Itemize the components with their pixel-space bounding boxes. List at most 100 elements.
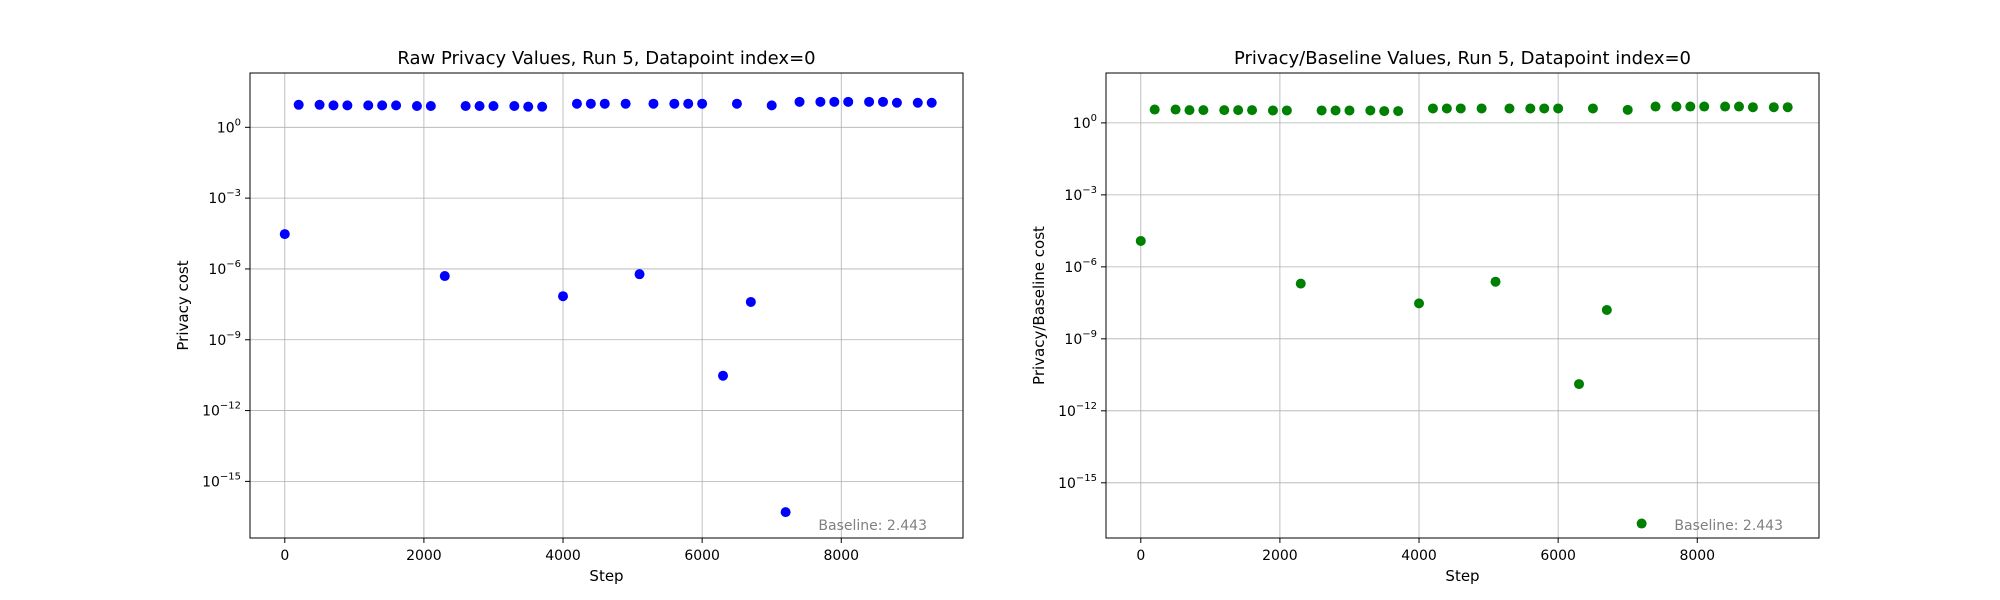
data-point xyxy=(1650,101,1661,112)
data-point xyxy=(669,98,680,109)
data-point xyxy=(780,507,791,518)
data-point xyxy=(648,98,659,109)
data-point xyxy=(1295,278,1306,289)
data-point xyxy=(1685,101,1696,112)
chart-title: Raw Privacy Values, Run 5, Datapoint ind… xyxy=(397,48,815,69)
data-point xyxy=(293,99,304,110)
y-tick-label: 10−9 xyxy=(1064,329,1097,348)
data-point xyxy=(425,100,436,111)
data-point xyxy=(1553,103,1564,114)
data-point xyxy=(537,101,548,112)
data-point xyxy=(571,98,582,109)
x-axis-label: Step xyxy=(1445,567,1479,585)
data-point xyxy=(377,100,388,111)
data-point xyxy=(1720,101,1731,112)
x-axis-label: Step xyxy=(589,567,623,585)
data-point xyxy=(864,96,875,107)
data-point xyxy=(1281,105,1292,116)
baseline-annotation: Baseline: 2.443 xyxy=(818,518,927,534)
chart-title: Privacy/Baseline Values, Run 5, Datapoin… xyxy=(1234,48,1691,69)
y-tick-label: 10−15 xyxy=(202,471,241,490)
data-point xyxy=(1587,103,1598,114)
data-point xyxy=(843,96,854,107)
y-tick-label: 10−3 xyxy=(208,188,241,207)
data-point xyxy=(1365,105,1376,116)
x-tick-label: 6000 xyxy=(1540,548,1576,564)
y-axis-label: Privacy cost xyxy=(174,260,192,350)
data-point xyxy=(1455,103,1466,114)
data-point xyxy=(1476,103,1487,114)
x-tick-label: 2000 xyxy=(1262,548,1298,564)
data-point xyxy=(1247,105,1258,116)
data-point xyxy=(1601,304,1612,315)
data-point xyxy=(439,271,450,282)
data-point xyxy=(1747,102,1758,113)
grid xyxy=(1106,73,1819,538)
y-tick-label: 100 xyxy=(1073,113,1097,132)
plot-frame xyxy=(1105,72,1820,539)
data-point xyxy=(1393,106,1404,117)
data-point xyxy=(1671,101,1682,112)
data-point xyxy=(1427,103,1438,114)
data-point xyxy=(1504,103,1515,114)
data-point xyxy=(1149,104,1160,115)
data-point xyxy=(523,101,534,112)
grid xyxy=(250,73,963,538)
data-point xyxy=(634,269,645,280)
chart-raw-privacy: Raw Privacy Values, Run 5, Datapoint ind… xyxy=(174,48,964,585)
x-tick-label: 0 xyxy=(280,548,289,564)
data-point xyxy=(718,370,729,381)
data-point xyxy=(1539,103,1550,114)
data-point xyxy=(585,98,596,109)
data-point xyxy=(1768,102,1779,113)
y-tick-label: 10−6 xyxy=(208,259,241,278)
data-point xyxy=(1219,105,1230,116)
data-point xyxy=(745,296,756,307)
data-point xyxy=(926,97,937,108)
data-point xyxy=(1330,105,1341,116)
data-point xyxy=(1135,235,1146,246)
y-tick-label: 100 xyxy=(217,117,241,136)
x-tick-label: 2000 xyxy=(406,548,442,564)
chart-privacy-baseline: Privacy/Baseline Values, Run 5, Datapoin… xyxy=(1030,48,1820,585)
data-point xyxy=(363,100,374,111)
x-tick-label: 4000 xyxy=(545,548,581,564)
data-point xyxy=(599,98,610,109)
data-point xyxy=(766,100,777,111)
data-point xyxy=(391,100,402,111)
data-point xyxy=(1490,276,1501,287)
x-tick-label: 8000 xyxy=(1679,548,1715,564)
data-point xyxy=(1525,103,1536,114)
data-point xyxy=(1574,379,1585,390)
y-tick-label: 10−3 xyxy=(1064,185,1097,204)
data-point xyxy=(794,96,805,107)
data-point xyxy=(509,100,520,111)
x-tick-label: 6000 xyxy=(684,548,720,564)
data-point xyxy=(878,96,889,107)
y-tick-label: 10−15 xyxy=(1058,473,1097,492)
data-point xyxy=(829,96,840,107)
data-point xyxy=(1198,105,1209,116)
data-point xyxy=(1233,105,1244,116)
data-point xyxy=(1316,105,1327,116)
x-tick-label: 8000 xyxy=(823,548,859,564)
y-tick-label: 10−9 xyxy=(208,330,241,349)
data-point xyxy=(1184,105,1195,116)
data-point xyxy=(411,100,422,111)
data-point xyxy=(1170,104,1181,115)
data-point xyxy=(474,100,485,111)
data-point xyxy=(683,98,694,109)
data-point xyxy=(912,97,923,108)
data-point xyxy=(488,100,499,111)
data-point xyxy=(1699,101,1710,112)
data-point xyxy=(731,98,742,109)
data-point xyxy=(1344,105,1355,116)
data-point xyxy=(1622,104,1633,115)
baseline-annotation: Baseline: 2.443 xyxy=(1674,518,1783,534)
x-tick-label: 4000 xyxy=(1401,548,1437,564)
data-point xyxy=(342,100,353,111)
y-tick-label: 10−6 xyxy=(1064,257,1097,276)
data-point xyxy=(1441,103,1452,114)
x-tick-label: 0 xyxy=(1136,548,1145,564)
data-point xyxy=(1414,298,1425,309)
